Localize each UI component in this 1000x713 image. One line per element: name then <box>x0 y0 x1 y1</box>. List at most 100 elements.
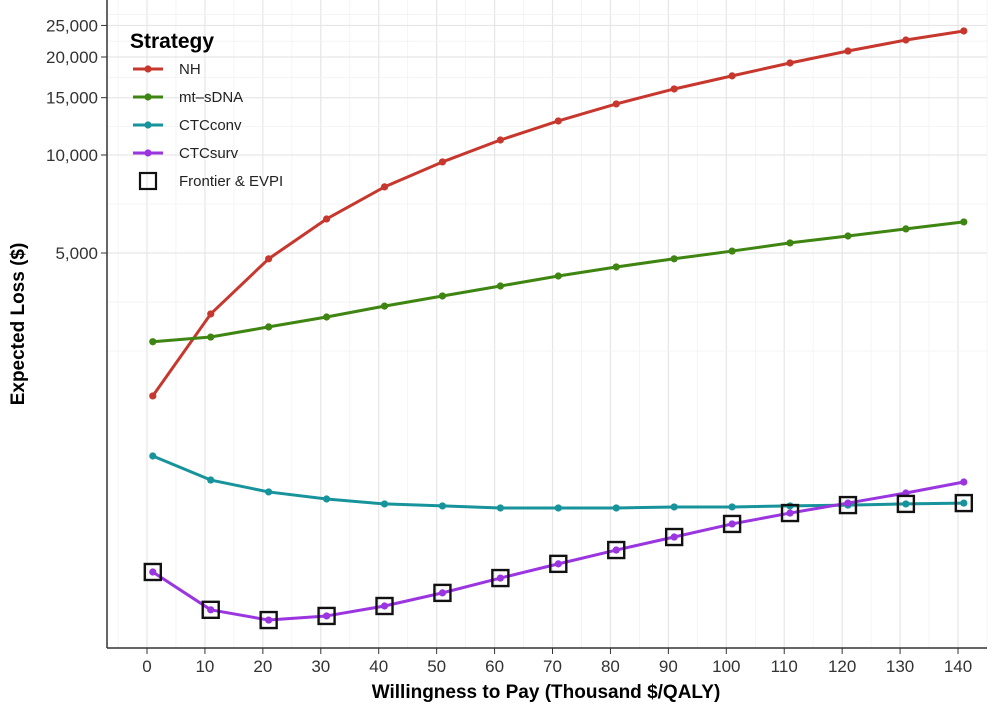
point-ctcconv <box>438 502 447 510</box>
point-ctcsurv <box>960 478 968 486</box>
y-tick-label: 10,000 <box>46 146 98 165</box>
x-tick-label: 80 <box>601 657 620 676</box>
point-nh <box>612 100 620 108</box>
frontier-square <box>607 540 626 560</box>
point-mt-sdna <box>844 232 852 240</box>
point-mt-sdna <box>902 225 910 233</box>
point-ctcsurv <box>496 574 504 582</box>
frontier-square <box>664 527 684 547</box>
frontier-square <box>433 583 452 603</box>
point-nh <box>496 136 504 144</box>
point-ctcconv <box>149 452 157 460</box>
point-ctcsurv <box>670 533 678 541</box>
y-tick-label: 25,000 <box>46 16 98 35</box>
y-tick-label: 5,000 <box>55 244 98 263</box>
y-ticks: 5,000 10,000 15,000 20,000 25,000 <box>46 16 107 263</box>
point-nh <box>322 215 331 223</box>
x-tick-label: 130 <box>886 657 914 676</box>
point-ctcconv <box>496 504 504 512</box>
point-ctcsurv <box>265 616 273 624</box>
point-ctcsurv <box>554 560 562 568</box>
point-nh <box>902 36 910 44</box>
x-tick-label: 0 <box>142 657 151 676</box>
point-mt-sdna <box>265 323 273 331</box>
frontier-square <box>780 503 800 523</box>
point-ctcconv <box>207 476 215 484</box>
point-ctcconv <box>380 500 389 508</box>
legend-label-frontier: Frontier & EVPI <box>179 173 283 190</box>
point-ctcconv <box>322 495 331 503</box>
point-mt-sdna <box>207 333 215 341</box>
legend: Strategy NH mt–sDNA CTCconv CTCsurv Frontier… <box>130 30 283 191</box>
legend-key-point-mt-sdna <box>144 93 152 101</box>
y-tick-label: 15,000 <box>46 89 98 108</box>
legend-label-ctcconv: CTCconv <box>179 117 242 134</box>
y-tick-label: 20,000 <box>46 48 98 67</box>
x-tick-label: 60 <box>485 657 504 676</box>
point-nh <box>265 255 273 263</box>
series-layer <box>149 27 968 624</box>
point-mt-sdna <box>438 292 447 300</box>
x-tick-label: 100 <box>712 657 740 676</box>
grid <box>107 0 988 648</box>
legend-key-point-ctcsurv <box>144 149 152 157</box>
frontier-square <box>896 494 916 514</box>
x-tick-label: 140 <box>944 657 972 676</box>
point-ctcsurv <box>438 589 447 597</box>
point-mt-sdna <box>670 255 678 263</box>
point-mt-sdna <box>496 282 504 290</box>
x-tick-label: 70 <box>543 657 562 676</box>
legend-key-point-ctcconv <box>144 121 152 129</box>
x-tick-label: 110 <box>771 657 798 676</box>
point-ctcconv <box>670 503 678 511</box>
point-nh <box>380 183 389 191</box>
point-ctcsurv <box>322 612 331 620</box>
point-nh <box>149 392 157 400</box>
legend-label-ctcsurv: CTCsurv <box>179 145 239 162</box>
point-mt-sdna <box>786 239 794 247</box>
x-tick-label: 30 <box>311 657 330 676</box>
point-ctcconv <box>902 500 910 508</box>
point-nh <box>786 59 794 67</box>
point-ctcsurv <box>207 606 215 614</box>
legend-label-nh: NH <box>179 61 201 78</box>
legend-key-point-nh <box>144 65 152 73</box>
frontier-square <box>259 610 278 630</box>
legend-key-frontier-square <box>138 171 158 191</box>
y-axis-title: Expected Loss ($) <box>8 243 29 406</box>
frontier-square <box>549 554 568 574</box>
point-mt-sdna <box>612 263 620 271</box>
frontier-square <box>317 606 336 626</box>
point-ctcsurv <box>149 568 157 576</box>
legend-label-mt-sdna: mt–sDNA <box>179 89 243 106</box>
point-ctcsurv <box>380 602 389 610</box>
point-nh <box>438 158 447 166</box>
x-tick-label: 50 <box>427 657 446 676</box>
legend-title: Strategy <box>130 30 214 53</box>
point-ctcconv <box>265 488 273 496</box>
frontier-square <box>491 568 510 588</box>
frontier-square <box>954 493 974 513</box>
x-ticks: 0 10 20 30 40 50 60 70 80 90 100 110 120 130 140 <box>142 648 972 676</box>
point-mt-sdna <box>322 313 331 321</box>
point-ctcsurv <box>728 520 736 528</box>
point-ctcsurv <box>786 509 794 517</box>
frontier-square <box>722 514 742 534</box>
frontier-square <box>201 600 220 620</box>
point-mt-sdna <box>554 272 562 280</box>
point-ctcconv <box>612 504 620 512</box>
point-nh <box>844 47 852 55</box>
point-mt-sdna <box>728 247 736 255</box>
point-mt-sdna <box>380 302 389 310</box>
point-nh <box>670 85 678 93</box>
point-ctcsurv <box>844 499 852 507</box>
frontier-layer <box>143 493 974 630</box>
frontier-square <box>838 495 858 515</box>
point-ctcconv <box>728 503 736 511</box>
point-nh <box>554 117 562 125</box>
point-ctcconv <box>554 504 562 512</box>
frontier-square <box>143 562 162 582</box>
x-tick-label: 90 <box>659 657 678 676</box>
frontier-square <box>375 596 394 616</box>
